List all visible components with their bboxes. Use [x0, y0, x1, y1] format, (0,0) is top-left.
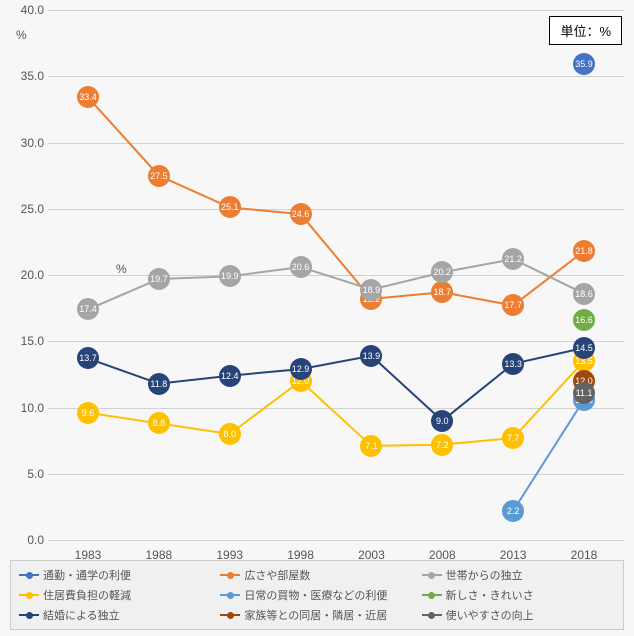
y-tick-label: 10.0 [14, 401, 44, 415]
y-tick-label: 20.0 [14, 268, 44, 282]
data-point-independence: 18.6 [573, 283, 595, 305]
legend-item-shopping: 日常の買物・医療などの利便 [220, 587, 413, 603]
legend-item-marriage: 結婚による独立 [19, 607, 212, 623]
y-tick-label: 40.0 [14, 3, 44, 17]
gridline [48, 540, 624, 541]
data-point-independence: 19.9 [219, 265, 241, 287]
unit-box: 単位：% [549, 16, 622, 45]
data-point-shopping: 2.2 [502, 500, 524, 522]
y-tick-label: 25.0 [14, 202, 44, 216]
legend-swatch [422, 570, 442, 580]
legend-item-usability: 使いやすさの向上 [422, 607, 615, 623]
data-point-marriage: 9.0 [431, 410, 453, 432]
data-point-independence: 20.6 [290, 256, 312, 278]
legend-swatch [422, 610, 442, 620]
data-point-independence: 18.9 [360, 279, 382, 301]
y-tick-label: 0.0 [14, 533, 44, 547]
legend-swatch [220, 610, 240, 620]
legend-label: 使いやすさの向上 [446, 607, 534, 623]
chart-container: 単位：% % % 0.05.010.015.020.025.030.035.04… [0, 0, 634, 636]
legend-swatch [220, 570, 240, 580]
data-point-newclean: 16.6 [573, 309, 595, 331]
data-point-housingcost: 7.7 [502, 427, 524, 449]
data-point-housingcost: 9.6 [77, 402, 99, 424]
legend-label: 広さや部屋数 [244, 567, 310, 583]
legend-item-housingcost: 住居費負担の軽減 [19, 587, 212, 603]
legend-swatch [19, 590, 39, 600]
data-point-space: 18.7 [431, 281, 453, 303]
y-tick-label: 30.0 [14, 136, 44, 150]
data-point-housingcost: 8.0 [219, 423, 241, 445]
data-point-marriage: 12.9 [290, 358, 312, 380]
data-point-space: 33.4 [77, 86, 99, 108]
legend-item-space: 広さや部屋数 [220, 567, 413, 583]
data-point-space: 21.8 [573, 240, 595, 262]
legend-label: 日常の買物・医療などの利便 [244, 587, 387, 603]
y-axis-symbol-top: % [16, 28, 27, 42]
data-point-independence: 17.4 [77, 298, 99, 320]
legend: 通勤・通学の利便 広さや部屋数 世帯からの独立住居費負担の軽減 日常の買物・医療などの… [10, 560, 624, 630]
data-point-housingcost: 7.2 [431, 434, 453, 456]
series-line-shopping [513, 400, 584, 511]
data-point-independence: 20.2 [431, 261, 453, 283]
data-point-space: 24.6 [290, 203, 312, 225]
legend-swatch [220, 590, 240, 600]
y-tick-label: 15.0 [14, 334, 44, 348]
data-point-independence: 21.2 [502, 248, 524, 270]
legend-item-commute: 通勤・通学の利便 [19, 567, 212, 583]
legend-item-independence: 世帯からの独立 [422, 567, 615, 583]
legend-swatch [422, 590, 442, 600]
legend-label: 結婚による独立 [43, 607, 120, 623]
data-point-marriage: 11.8 [148, 373, 170, 395]
legend-label: 新しさ・きれいさ [446, 587, 534, 603]
data-point-usability: 11.1 [573, 382, 595, 404]
data-point-space: 17.7 [502, 294, 524, 316]
data-point-space: 27.5 [148, 165, 170, 187]
data-point-commute: 35.9 [573, 53, 595, 75]
y-tick-label: 5.0 [14, 467, 44, 481]
data-point-marriage: 12.4 [219, 365, 241, 387]
data-point-marriage: 13.9 [360, 345, 382, 367]
data-point-marriage: 13.7 [77, 347, 99, 369]
y-tick-label: 35.0 [14, 69, 44, 83]
data-point-marriage: 14.5 [573, 337, 595, 359]
legend-label: 通勤・通学の利便 [43, 567, 131, 583]
legend-label: 世帯からの独立 [446, 567, 523, 583]
legend-swatch [19, 570, 39, 580]
legend-swatch [19, 610, 39, 620]
data-point-marriage: 13.3 [502, 353, 524, 375]
data-point-independence: 19.7 [148, 268, 170, 290]
data-point-space: 25.1 [219, 196, 241, 218]
data-point-housingcost: 7.1 [360, 435, 382, 457]
legend-item-family: 家族等との同居・隣居・近居 [220, 607, 413, 623]
legend-label: 家族等との同居・隣居・近居 [244, 607, 387, 623]
data-point-housingcost: 8.8 [148, 412, 170, 434]
legend-item-newclean: 新しさ・きれいさ [422, 587, 615, 603]
line-chart-svg [48, 10, 624, 540]
legend-label: 住居費負担の軽減 [43, 587, 131, 603]
